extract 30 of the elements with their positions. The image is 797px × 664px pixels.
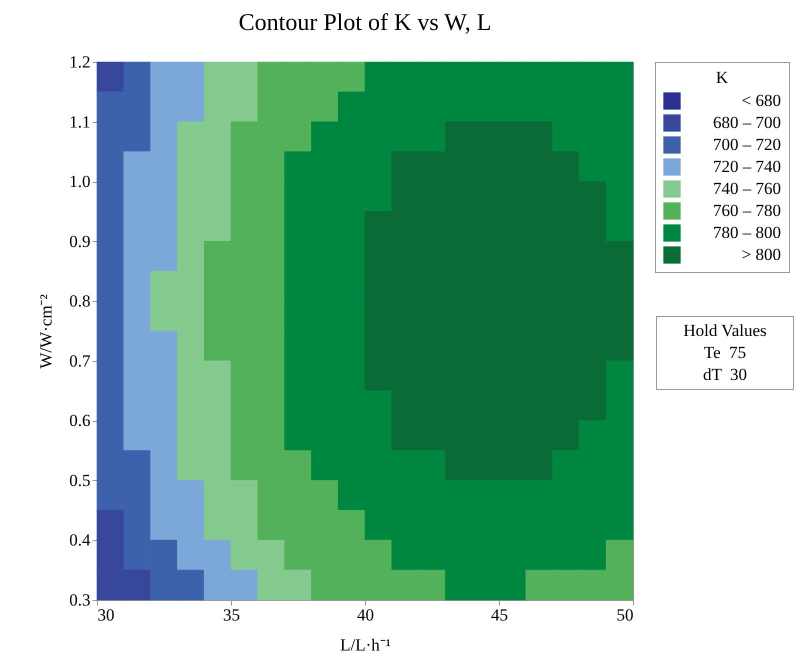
color-bar-label: < 680: [742, 91, 781, 110]
y-tick-label: 1.0: [69, 172, 90, 192]
color-bar-label: 740 – 760: [713, 179, 781, 198]
y-tick-label: 1.1: [69, 112, 90, 132]
text: Hold Values: [682, 320, 768, 342]
y-tick-label: 0.4: [69, 530, 91, 550]
x-tick-label: 45: [491, 606, 508, 624]
color-bar-label: 720 – 740: [713, 157, 781, 176]
text: dT 30: [702, 364, 748, 386]
x-axis-title: L/L·h⁻¹: [340, 636, 391, 654]
color-bar-label: 700 – 720: [713, 135, 781, 154]
y-tick-label: 0.6: [69, 411, 90, 430]
x-tick-label: 35: [223, 606, 240, 624]
y-tick-label: 1.2: [69, 52, 90, 72]
color-bar-label: 760 – 780: [713, 201, 781, 220]
color-bar-label: 780 – 800: [713, 223, 781, 242]
color-bar-label: 680 – 700: [713, 113, 781, 132]
legend-title: K: [716, 68, 729, 87]
y-tick-label: 0.8: [69, 292, 90, 311]
x-tick-label: 40: [357, 606, 374, 624]
color-bar-label: > 800: [742, 245, 781, 264]
y-tick-label: 0.9: [69, 232, 90, 251]
text: Te 75: [702, 342, 748, 364]
y-tick-label: 0.3: [69, 590, 90, 610]
y-tick-label: 0.5: [69, 470, 90, 490]
y-tick-label: 0.7: [69, 351, 91, 370]
x-tick-label: 50: [616, 606, 634, 624]
y-axis-title: W/W·cm⁻²: [36, 294, 56, 369]
x-tick-label: 30: [98, 606, 114, 624]
chart-title: Contour Plot of K vs W, L: [238, 10, 492, 36]
